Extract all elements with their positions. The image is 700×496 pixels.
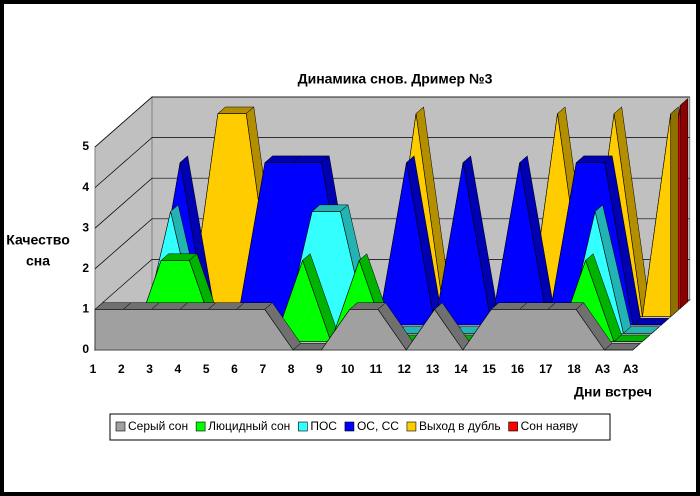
grid-line: [94, 96, 690, 148]
x-tick-label: 6: [231, 362, 238, 376]
area: [94, 308, 633, 351]
x-tick-label: 1: [90, 362, 97, 376]
x-axis-title: Дни встреч: [574, 384, 652, 400]
plot-area: [93, 95, 692, 352]
grid-line: [94, 137, 690, 188]
x-tick-label: А3: [623, 362, 639, 376]
chart-title: Динамика снов. Дример №3: [298, 71, 493, 87]
x-tick-label: 7: [259, 362, 266, 376]
x-tick-label: 9: [316, 362, 323, 376]
area-side: [661, 318, 669, 326]
x-tick-label: 4: [175, 362, 182, 376]
area-side: [632, 343, 641, 351]
area-side: [651, 326, 660, 334]
x-tick-label: 2: [118, 362, 125, 376]
series: [94, 302, 641, 351]
x-tick-label: 13: [426, 362, 440, 376]
x-tick-label: 17: [539, 362, 553, 376]
x-tick-label: 10: [341, 362, 355, 376]
x-tick-label: 15: [483, 362, 497, 376]
legend-swatch: [344, 421, 355, 432]
x-tick-label: А3: [595, 362, 611, 376]
y-tick-label: 2: [82, 261, 89, 275]
legend-label: ПОС: [310, 419, 337, 433]
x-tick-label: 5: [203, 362, 210, 376]
y-tick-label: 4: [82, 180, 89, 194]
x-tick-label: 18: [567, 362, 581, 376]
legend-label: Люцидный сон: [208, 419, 290, 433]
legend-label: Серый сон: [128, 419, 188, 433]
y-tick-label: 3: [82, 220, 89, 234]
legend-label: Сон наяву: [521, 419, 578, 433]
legend-swatch: [298, 421, 308, 432]
y-axis-title: Качество: [6, 232, 70, 248]
x-tick-label: 3: [146, 362, 153, 376]
y-tick-label: 5: [82, 139, 89, 153]
x-tick-label: 14: [454, 362, 468, 376]
x-tick-label: 8: [288, 362, 295, 376]
area-side: [642, 334, 650, 342]
y-axis-title: сна: [26, 253, 50, 269]
grid-line: [94, 177, 690, 229]
area-side: [679, 98, 689, 309]
area-side: [670, 106, 679, 318]
y-tick-label: 1: [82, 302, 89, 316]
legend-swatch: [508, 421, 518, 432]
x-tick-label: 12: [398, 362, 412, 376]
legend-swatch: [115, 421, 126, 432]
legend: [109, 413, 611, 441]
legend-label: ОС, СС: [357, 419, 399, 433]
y-tick-label: 0: [82, 342, 89, 356]
legend-label: Выход в дубль: [419, 419, 501, 433]
x-tick-label: 16: [511, 362, 525, 376]
x-tick-label: 11: [370, 362, 383, 376]
legend-swatch: [195, 421, 206, 432]
legend-swatch: [406, 421, 417, 432]
